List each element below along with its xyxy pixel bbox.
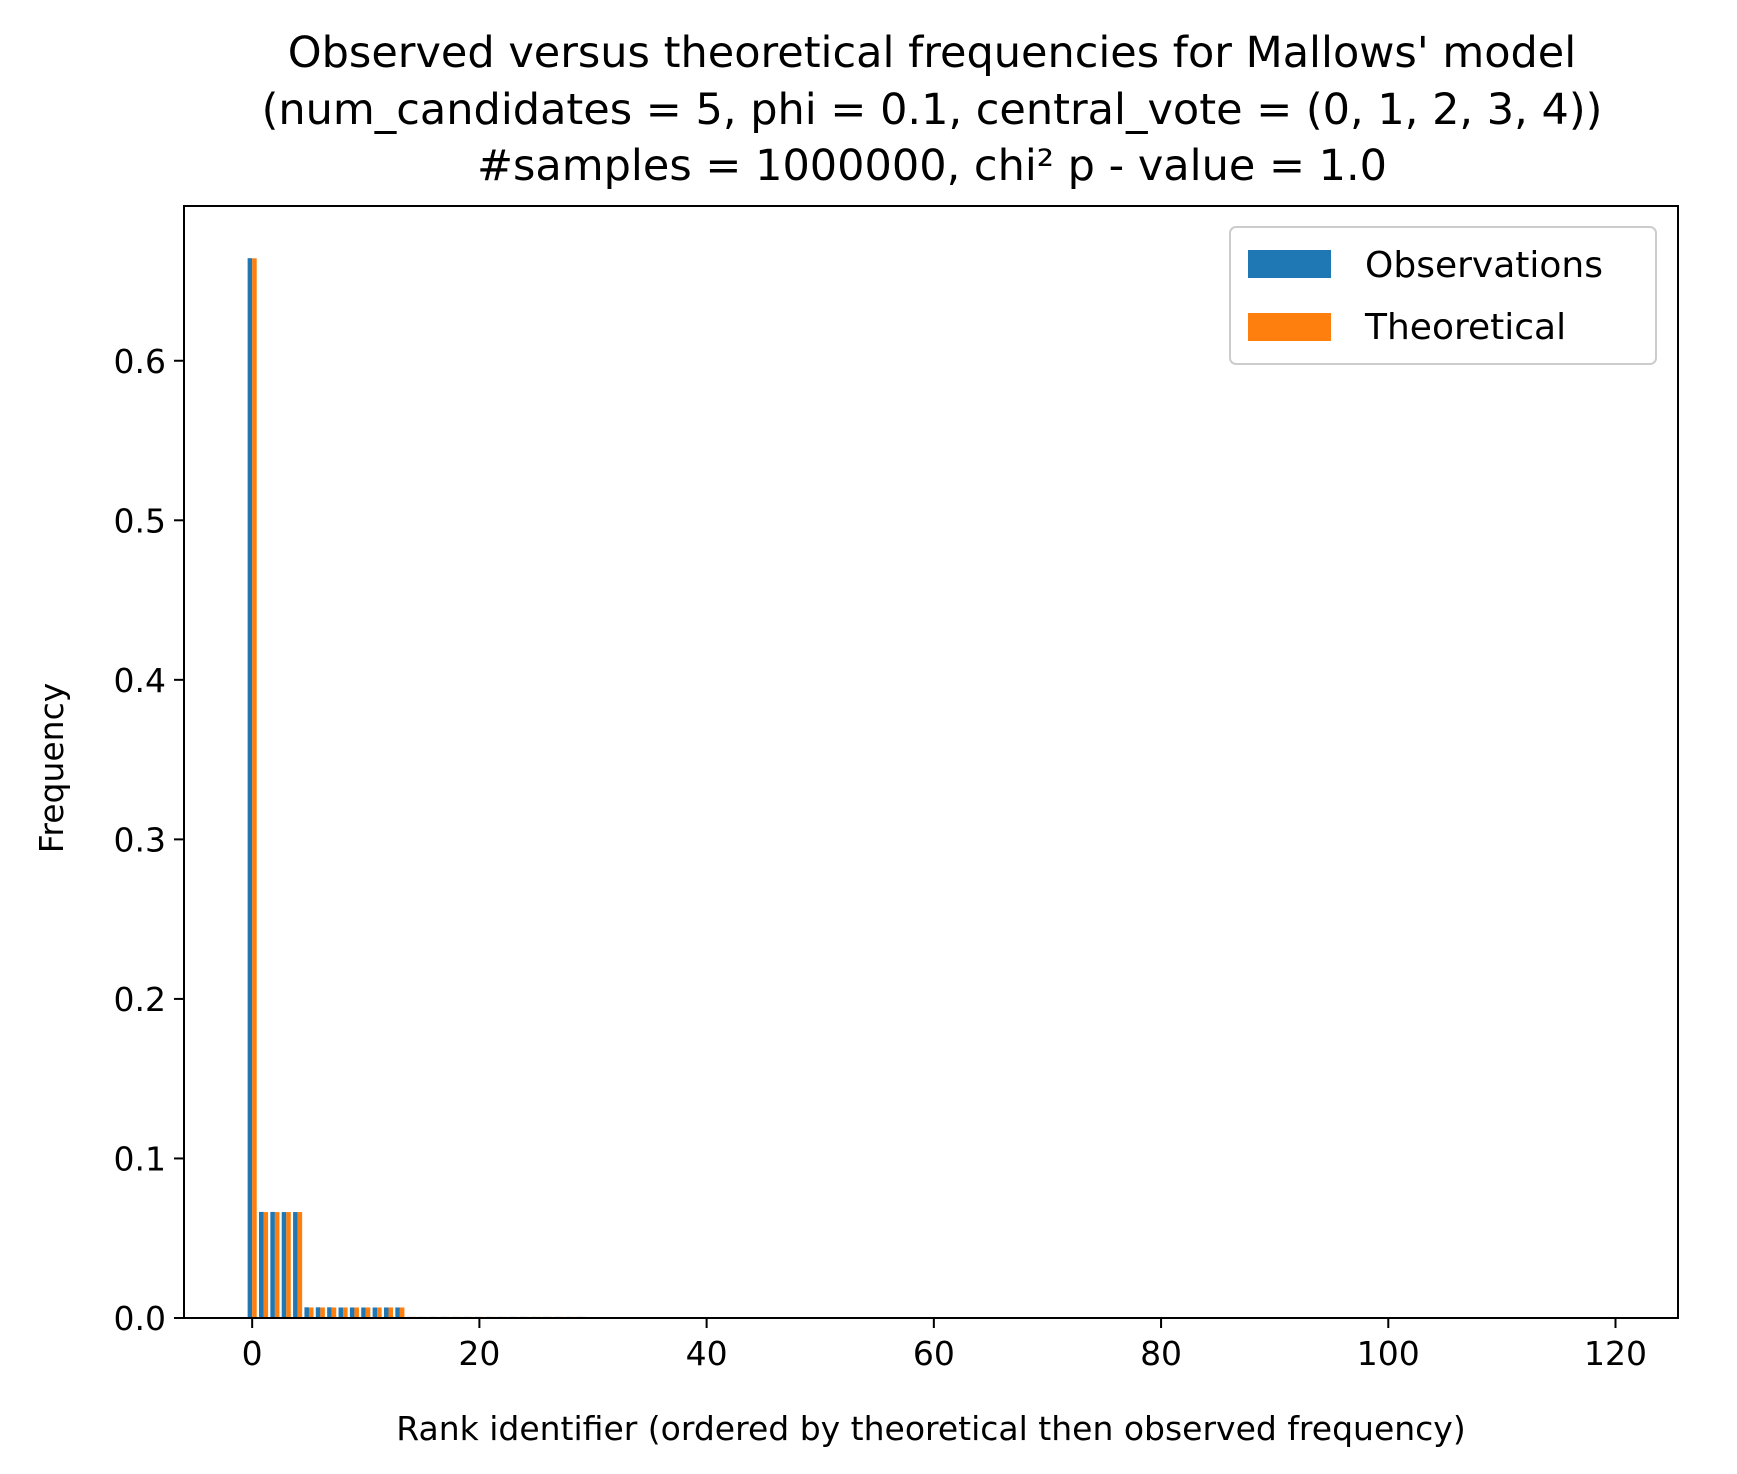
legend-label-observations: Observations [1365,245,1603,286]
x-tick-label-100: 100 [1357,1334,1420,1373]
bar-observations-7 [327,1307,332,1318]
bar-observations-13 [395,1307,400,1318]
bar-theoretical-9 [354,1307,359,1318]
bar-theoretical-4 [297,1212,303,1318]
bar-observations-6 [315,1307,321,1318]
y-tick-label-0.1: 0.1 [114,1139,166,1178]
bar-observations-5 [304,1307,309,1318]
bar-observations-0 [247,258,253,1318]
x-tick-label-120: 120 [1584,1334,1647,1373]
bar-theoretical-5 [308,1307,314,1318]
legend: Observations Theoretical [1229,226,1657,365]
x-tick-label-80: 80 [1140,1334,1182,1373]
x-tick-label-0: 0 [242,1334,263,1373]
plot-frame [183,205,1679,1319]
y-tick-label-0.6: 0.6 [114,342,166,381]
bar-observations-1 [258,1211,264,1318]
title-line-1: Observed versus theoretical frequencies … [288,28,1576,78]
y-tick-label-0.5: 0.5 [114,501,166,540]
title-line-2: (num_candidates = 5, phi = 0.1, central_… [262,85,1603,135]
x-axis-ticks: 0 20 40 60 80 100 120 [242,1318,1647,1373]
y-tick-label-0.4: 0.4 [114,661,166,700]
bar-theoretical-11 [377,1307,382,1318]
y-axis-ticks: 0.0 0.1 0.2 0.3 0.4 0.5 0.6 [114,342,184,1338]
y-tick-label-0.0: 0.0 [114,1299,166,1338]
bar-theoretical-13 [399,1307,405,1318]
chart-title: Observed versus theoretical frequencies … [262,28,1603,191]
bar-theoretical-12 [388,1307,394,1318]
bar-theoretical-7 [331,1307,337,1318]
y-axis-label: Frequency [32,683,71,853]
bar-theoretical-1 [263,1212,269,1318]
bar-theoretical-8 [343,1307,348,1318]
x-tick-label-40: 40 [686,1334,728,1373]
bar-observations-4 [293,1212,298,1318]
y-tick-label-0.2: 0.2 [114,980,166,1019]
x-tick-label-60: 60 [913,1334,955,1373]
title-line-3: #samples = 1000000, chi² p - value = 1.0 [477,141,1387,191]
bar-observations-12 [383,1307,389,1318]
x-tick-label-20: 20 [458,1334,500,1373]
y-tick-label-0.3: 0.3 [114,820,166,859]
bar-theoretical-2 [274,1212,280,1318]
bar-theoretical-3 [286,1212,291,1318]
bar-observations-11 [372,1307,378,1318]
bar-observations-9 [349,1307,355,1318]
legend-box [1229,226,1657,365]
legend-label-theoretical: Theoretical [1364,307,1566,348]
bar-theoretical-0 [252,258,257,1319]
legend-swatch-theoretical [1248,313,1331,341]
bar-theoretical-10 [365,1307,371,1318]
legend-swatch-observations [1248,250,1331,278]
bars [247,258,587,1319]
bar-observations-2 [270,1211,275,1318]
bar-theoretical-6 [320,1307,325,1318]
bar-observations-8 [338,1307,344,1318]
bar-observations-10 [361,1307,366,1318]
bar-observations-3 [281,1212,287,1318]
x-axis-label: Rank identifier (ordered by theoretical … [396,1409,1465,1448]
